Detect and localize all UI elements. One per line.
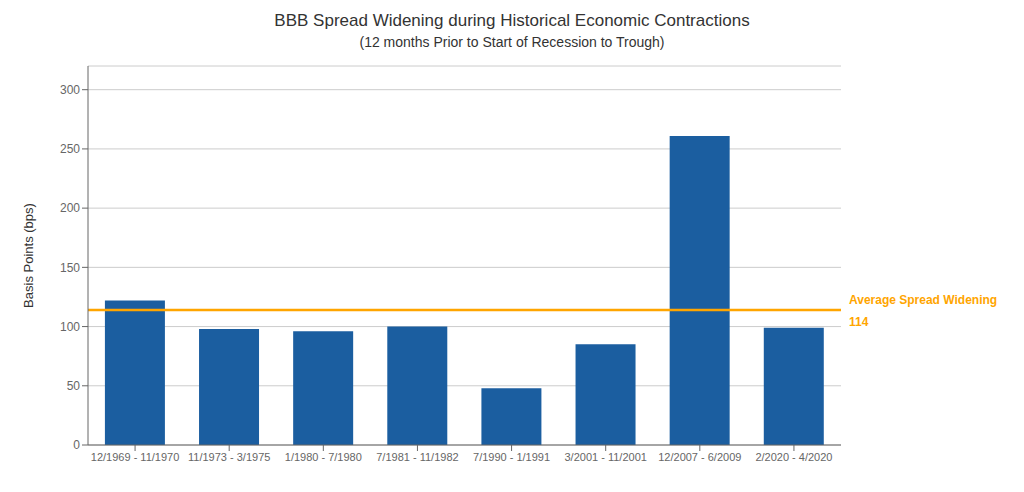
svg-text:2/2020 - 4/2020: 2/2020 - 4/2020: [755, 451, 832, 463]
svg-text:7/1990 - 1/1991: 7/1990 - 1/1991: [473, 451, 550, 463]
svg-text:200: 200: [60, 201, 80, 215]
svg-text:0: 0: [73, 438, 80, 452]
svg-text:Average Spread Widening: Average Spread Widening: [849, 293, 997, 307]
svg-text:Basis Points (bps): Basis Points (bps): [21, 203, 36, 308]
svg-text:114: 114: [849, 315, 869, 329]
svg-text:11/1973 - 3/1975: 11/1973 - 3/1975: [188, 451, 270, 463]
svg-text:7/1981 - 11/1982: 7/1981 - 11/1982: [376, 451, 458, 463]
html-text:(12 months Prior to Start of R: (12 months Prior to Start of Recession t…: [359, 34, 665, 50]
svg-text:3/2001 - 11/2001: 3/2001 - 11/2001: [565, 451, 647, 463]
svg-text:50: 50: [67, 379, 81, 393]
svg-text:300: 300: [60, 83, 80, 97]
svg-text:250: 250: [60, 142, 80, 156]
svg-text:150: 150: [60, 261, 80, 275]
svg-text:12/1969 - 11/1970: 12/1969 - 11/1970: [91, 451, 179, 463]
html-text:BBB Spread Widening during His: BBB Spread Widening during Historical Ec…: [274, 11, 750, 30]
svg-text:100: 100: [60, 320, 80, 334]
svg-text:1/1980 - 7/1980: 1/1980 - 7/1980: [285, 451, 362, 463]
svg-text:12/2007 - 6/2009: 12/2007 - 6/2009: [658, 451, 741, 463]
